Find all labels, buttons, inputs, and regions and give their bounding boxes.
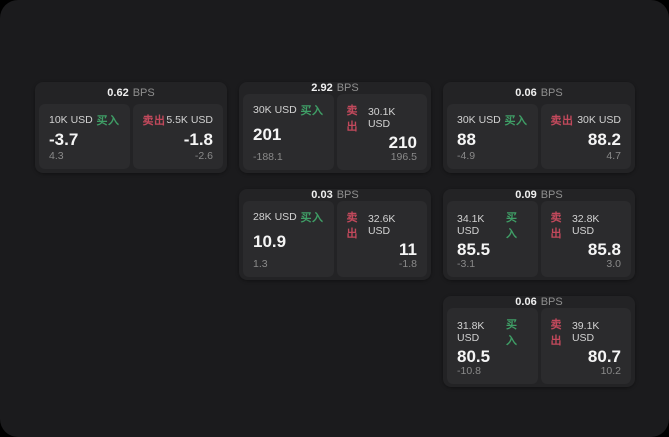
buy-delta: -4.9 <box>457 150 476 162</box>
bps-unit-label: BPS <box>132 87 155 99</box>
buy-tag: 买入 <box>300 212 324 224</box>
sell-price: -1.8 <box>183 129 213 149</box>
quote-card-grid: 0.62 BPS 10K USD 买入 -3.7 4.3 卖出 5.5K USD <box>35 82 635 387</box>
sell-tag: 卖出 <box>550 319 562 347</box>
buy-price: 85.5 <box>457 240 491 259</box>
sell-amount: 32.8K USD <box>571 213 600 237</box>
buy-price: -3.7 <box>49 129 79 149</box>
buy-panel[interactable]: 28K USD 买入 10.9 1.3 <box>243 201 334 277</box>
buy-tag: 买入 <box>504 115 528 127</box>
bps-value: 2.92 <box>311 82 333 94</box>
bps-value: 0.06 <box>515 296 537 308</box>
sell-amount: 5.5K USD <box>166 114 213 126</box>
sell-price: 80.7 <box>587 347 621 366</box>
card-body: 10K USD 买入 -3.7 4.3 卖出 5.5K USD -1.8 -2.… <box>39 104 223 169</box>
quote-card-6: 0.06 BPS 31.8K USD 买入 80.5 -10.8 卖出 39.1… <box>443 296 635 387</box>
sell-delta: 196.5 <box>390 151 417 163</box>
bps-unit-label: BPS <box>336 82 359 94</box>
sell-panel[interactable]: 卖出 32.8K USD 85.8 3.0 <box>540 201 631 277</box>
bps-value: 0.03 <box>311 189 333 201</box>
buy-tag: 买入 <box>300 105 324 117</box>
buy-amount: 31.8K USD <box>457 320 485 344</box>
sell-delta: 10.2 <box>600 365 621 377</box>
sell-price: 85.8 <box>587 240 621 259</box>
card-header: 0.09 BPS <box>447 189 631 201</box>
sell-panel[interactable]: 卖出 30K USD 88.2 4.7 <box>540 104 631 169</box>
sell-amount: 39.1K USD <box>571 320 600 344</box>
buy-delta: 1.3 <box>253 258 268 270</box>
quote-card-5: 0.09 BPS 34.1K USD 买入 85.5 -3.1 卖出 32.8K… <box>443 189 635 280</box>
quote-card-3: 0.06 BPS 30K USD 买入 88 -4.9 卖出 30K USD <box>443 82 635 173</box>
buy-delta: 4.3 <box>49 150 64 162</box>
bps-unit-label: BPS <box>540 296 563 308</box>
card-header: 0.06 BPS <box>447 82 631 104</box>
sell-tag: 卖出 <box>142 115 166 127</box>
bps-value: 0.09 <box>515 189 537 201</box>
sell-delta: -2.6 <box>194 150 213 162</box>
buy-tag: 买入 <box>506 212 518 240</box>
card-header: 2.92 BPS <box>243 82 427 94</box>
sell-price: 88.2 <box>587 129 621 149</box>
buy-price: 10.9 <box>253 232 287 251</box>
buy-amount: 30K USD <box>253 104 297 116</box>
sell-price: 210 <box>388 133 417 152</box>
buy-delta: -188.1 <box>253 151 283 163</box>
sell-price: 11 <box>399 240 417 259</box>
buy-price: 80.5 <box>457 347 491 366</box>
sell-panel[interactable]: 卖出 5.5K USD -1.8 -2.6 <box>132 104 223 169</box>
sell-panel[interactable]: 卖出 39.1K USD 80.7 10.2 <box>540 308 631 384</box>
card-body: 30K USD 买入 88 -4.9 卖出 30K USD 88.2 4.7 <box>447 104 631 169</box>
sell-amount: 30.1K USD <box>367 106 396 130</box>
bps-value: 0.06 <box>515 87 537 99</box>
bps-unit-label: BPS <box>540 87 563 99</box>
bps-value: 0.62 <box>107 87 129 99</box>
quote-card-2: 2.92 BPS 30K USD 买入 201 -188.1 卖出 30.1K … <box>239 82 431 173</box>
buy-delta: -10.8 <box>457 365 481 377</box>
sell-delta: 4.7 <box>606 150 621 162</box>
card-body: 30K USD 买入 201 -188.1 卖出 30.1K USD 210 1… <box>243 94 427 170</box>
buy-price: 88 <box>457 129 476 149</box>
card-body: 34.1K USD 买入 85.5 -3.1 卖出 32.8K USD 85.8… <box>447 201 631 277</box>
buy-panel[interactable]: 10K USD 买入 -3.7 4.3 <box>39 104 130 169</box>
sell-panel[interactable]: 卖出 30.1K USD 210 196.5 <box>336 94 427 170</box>
buy-amount: 30K USD <box>457 114 501 126</box>
card-header: 0.62 BPS <box>39 82 223 104</box>
sell-amount: 30K USD <box>577 114 621 126</box>
buy-delta: -3.1 <box>457 258 476 270</box>
buy-panel[interactable]: 30K USD 买入 201 -188.1 <box>243 94 334 170</box>
card-body: 28K USD 买入 10.9 1.3 卖出 32.6K USD 11 -1.8 <box>243 201 427 277</box>
card-header: 0.06 BPS <box>447 296 631 308</box>
quote-card-1: 0.62 BPS 10K USD 买入 -3.7 4.3 卖出 5.5K USD <box>35 82 227 173</box>
bps-unit-label: BPS <box>540 189 563 201</box>
sell-tag: 卖出 <box>550 115 574 127</box>
sell-panel[interactable]: 卖出 32.6K USD 11 -1.8 <box>336 201 427 277</box>
buy-panel[interactable]: 31.8K USD 买入 80.5 -10.8 <box>447 308 538 384</box>
buy-panel[interactable]: 34.1K USD 买入 85.5 -3.1 <box>447 201 538 277</box>
sell-delta: -1.8 <box>398 258 417 270</box>
sell-tag: 卖出 <box>346 105 358 133</box>
card-body: 31.8K USD 买入 80.5 -10.8 卖出 39.1K USD 80.… <box>447 308 631 384</box>
buy-price: 201 <box>253 125 282 144</box>
sell-tag: 卖出 <box>346 212 358 240</box>
buy-amount: 10K USD <box>49 114 93 126</box>
buy-tag: 买入 <box>506 319 518 347</box>
quote-card-4: 0.03 BPS 28K USD 买入 10.9 1.3 卖出 32.6K US… <box>239 189 431 280</box>
buy-tag: 买入 <box>96 115 120 127</box>
card-header: 0.03 BPS <box>243 189 427 201</box>
buy-panel[interactable]: 30K USD 买入 88 -4.9 <box>447 104 538 169</box>
sell-delta: 3.0 <box>606 258 621 270</box>
buy-amount: 28K USD <box>253 211 297 223</box>
sell-tag: 卖出 <box>550 212 562 240</box>
bps-unit-label: BPS <box>336 189 359 201</box>
buy-amount: 34.1K USD <box>457 213 485 237</box>
sell-amount: 32.6K USD <box>367 213 396 237</box>
